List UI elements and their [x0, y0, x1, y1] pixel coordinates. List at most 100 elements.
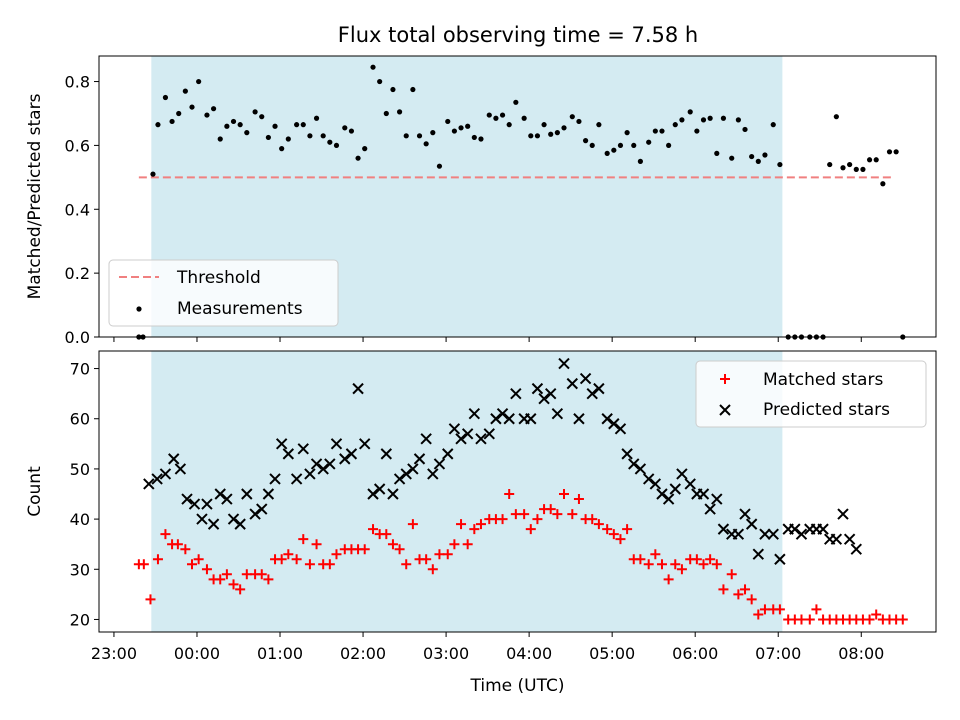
- matched-star-point: [138, 559, 149, 570]
- predicted-star-point: [830, 533, 843, 545]
- predicted-star-point: [634, 463, 647, 475]
- measurement-point: [735, 117, 741, 123]
- measurement-point: [313, 115, 320, 121]
- measurement-point: [755, 158, 761, 164]
- predicted-star-point: [196, 513, 208, 525]
- matched-star-point: [525, 524, 536, 535]
- predicted-star-point: [531, 382, 544, 395]
- predicted-star-point: [789, 523, 801, 535]
- measurement-point: [749, 153, 755, 160]
- matched-star-point: [608, 529, 619, 540]
- measurement-point: [217, 136, 223, 142]
- measurement-point: [617, 142, 624, 149]
- matched-star-point: [235, 584, 246, 595]
- measurement-point: [259, 114, 265, 120]
- measurement-point: [506, 122, 512, 128]
- matched-star-point: [221, 569, 232, 580]
- matched-star-point: [871, 609, 882, 620]
- predicted-star-point: [490, 413, 502, 425]
- matched-star-point: [753, 609, 764, 620]
- predicted-star-point: [400, 468, 412, 480]
- measurement-point: [423, 141, 429, 147]
- y-axis-label: Count: [25, 466, 45, 517]
- matched-star-point: [442, 549, 453, 560]
- measurement-point: [465, 123, 471, 129]
- matched-star-point: [698, 559, 709, 570]
- matched-star-point: [304, 559, 315, 570]
- predicted-star-point: [752, 548, 765, 560]
- predicted-star-point: [221, 493, 233, 505]
- measurement-point: [150, 171, 156, 177]
- matched-star-point: [298, 534, 309, 545]
- matched-star-point: [256, 569, 267, 580]
- measurement-point: [196, 78, 202, 85]
- predicted-star-point: [290, 473, 303, 485]
- y-tick-label: 0.6: [65, 136, 90, 155]
- measurement-point: [762, 152, 768, 158]
- measurement-point: [396, 109, 403, 115]
- legend: Threshold Measurements: [108, 259, 339, 327]
- measurement-point: [362, 146, 368, 152]
- measurement-point: [624, 130, 630, 136]
- predicted-star-point: [817, 523, 829, 535]
- measurement-point: [224, 123, 230, 129]
- predicted-star-point: [795, 528, 808, 540]
- measurement-point: [265, 134, 271, 141]
- matched-star-point: [172, 539, 183, 550]
- predicted-star-point: [241, 488, 253, 500]
- matched-star-point: [587, 514, 598, 525]
- measurement-point: [604, 150, 610, 156]
- predicted-star-point: [297, 443, 309, 455]
- predicted-star-point: [352, 382, 364, 395]
- predicted-star-point: [669, 483, 681, 495]
- predicted-star-point: [214, 488, 226, 500]
- measurement-point: [333, 142, 340, 149]
- measurement-point: [162, 94, 169, 101]
- predicted-star-point: [373, 483, 386, 495]
- matched-star-point: [201, 564, 212, 575]
- matched-star-point: [421, 554, 432, 565]
- y-tick-label: 60: [70, 410, 90, 429]
- measurement-point: [631, 142, 637, 149]
- matched-star-point: [263, 574, 274, 585]
- matched-star-point: [359, 544, 370, 555]
- measurement-point: [279, 146, 285, 152]
- predicted-star-point: [380, 448, 393, 460]
- matched-star-point: [215, 574, 226, 585]
- legend-matched-label: Matched stars: [763, 370, 883, 390]
- measurement-point: [176, 110, 182, 117]
- measurement-point: [285, 136, 291, 142]
- predicted-star-point: [850, 543, 862, 555]
- predicted-star-point: [717, 523, 730, 535]
- y-tick-label: 50: [70, 460, 90, 479]
- x-tick-label: 08:00: [838, 644, 884, 663]
- predicted-star-point: [503, 413, 515, 425]
- y-tick-label: 0.8: [65, 73, 90, 92]
- measurement-point: [307, 133, 313, 139]
- legend-threshold-label: Threshold: [176, 268, 261, 288]
- x-tick-label: 02:00: [340, 644, 386, 663]
- measurement-point: [548, 131, 554, 137]
- measurement-point: [569, 114, 575, 120]
- predicted-star-point: [545, 387, 557, 400]
- measurement-point: [237, 122, 243, 128]
- predicted-star-point: [837, 508, 849, 520]
- matched-star-point: [456, 519, 467, 530]
- measurement-point: [169, 118, 175, 125]
- y-axis-label: Matched/Predicted stars: [25, 93, 45, 299]
- x-tick-label: 05:00: [589, 644, 635, 663]
- predicted-star-point: [649, 478, 662, 490]
- matched-star-point: [864, 614, 875, 625]
- matched-star-point: [532, 514, 543, 525]
- matched-star-point: [774, 604, 785, 615]
- measurement-point: [377, 78, 383, 85]
- measurement-point: [403, 133, 409, 139]
- matched-star-point: [387, 539, 398, 550]
- predicted-star-point: [656, 488, 668, 500]
- predicted-star-point: [227, 513, 240, 525]
- predicted-star-point: [525, 413, 537, 425]
- measurement-point: [893, 149, 899, 155]
- predicted-star-point: [586, 387, 598, 400]
- predicted-star-point: [201, 498, 213, 510]
